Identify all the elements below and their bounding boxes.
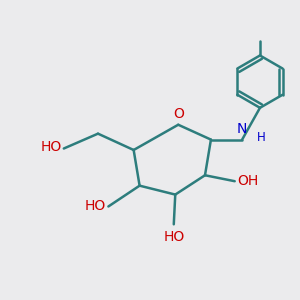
Text: HO: HO: [84, 200, 105, 214]
Text: H: H: [257, 131, 266, 144]
Text: O: O: [173, 106, 184, 121]
Text: HO: HO: [40, 140, 62, 154]
Text: HO: HO: [163, 230, 184, 244]
Text: OH: OH: [238, 174, 259, 188]
Text: N: N: [237, 122, 247, 136]
